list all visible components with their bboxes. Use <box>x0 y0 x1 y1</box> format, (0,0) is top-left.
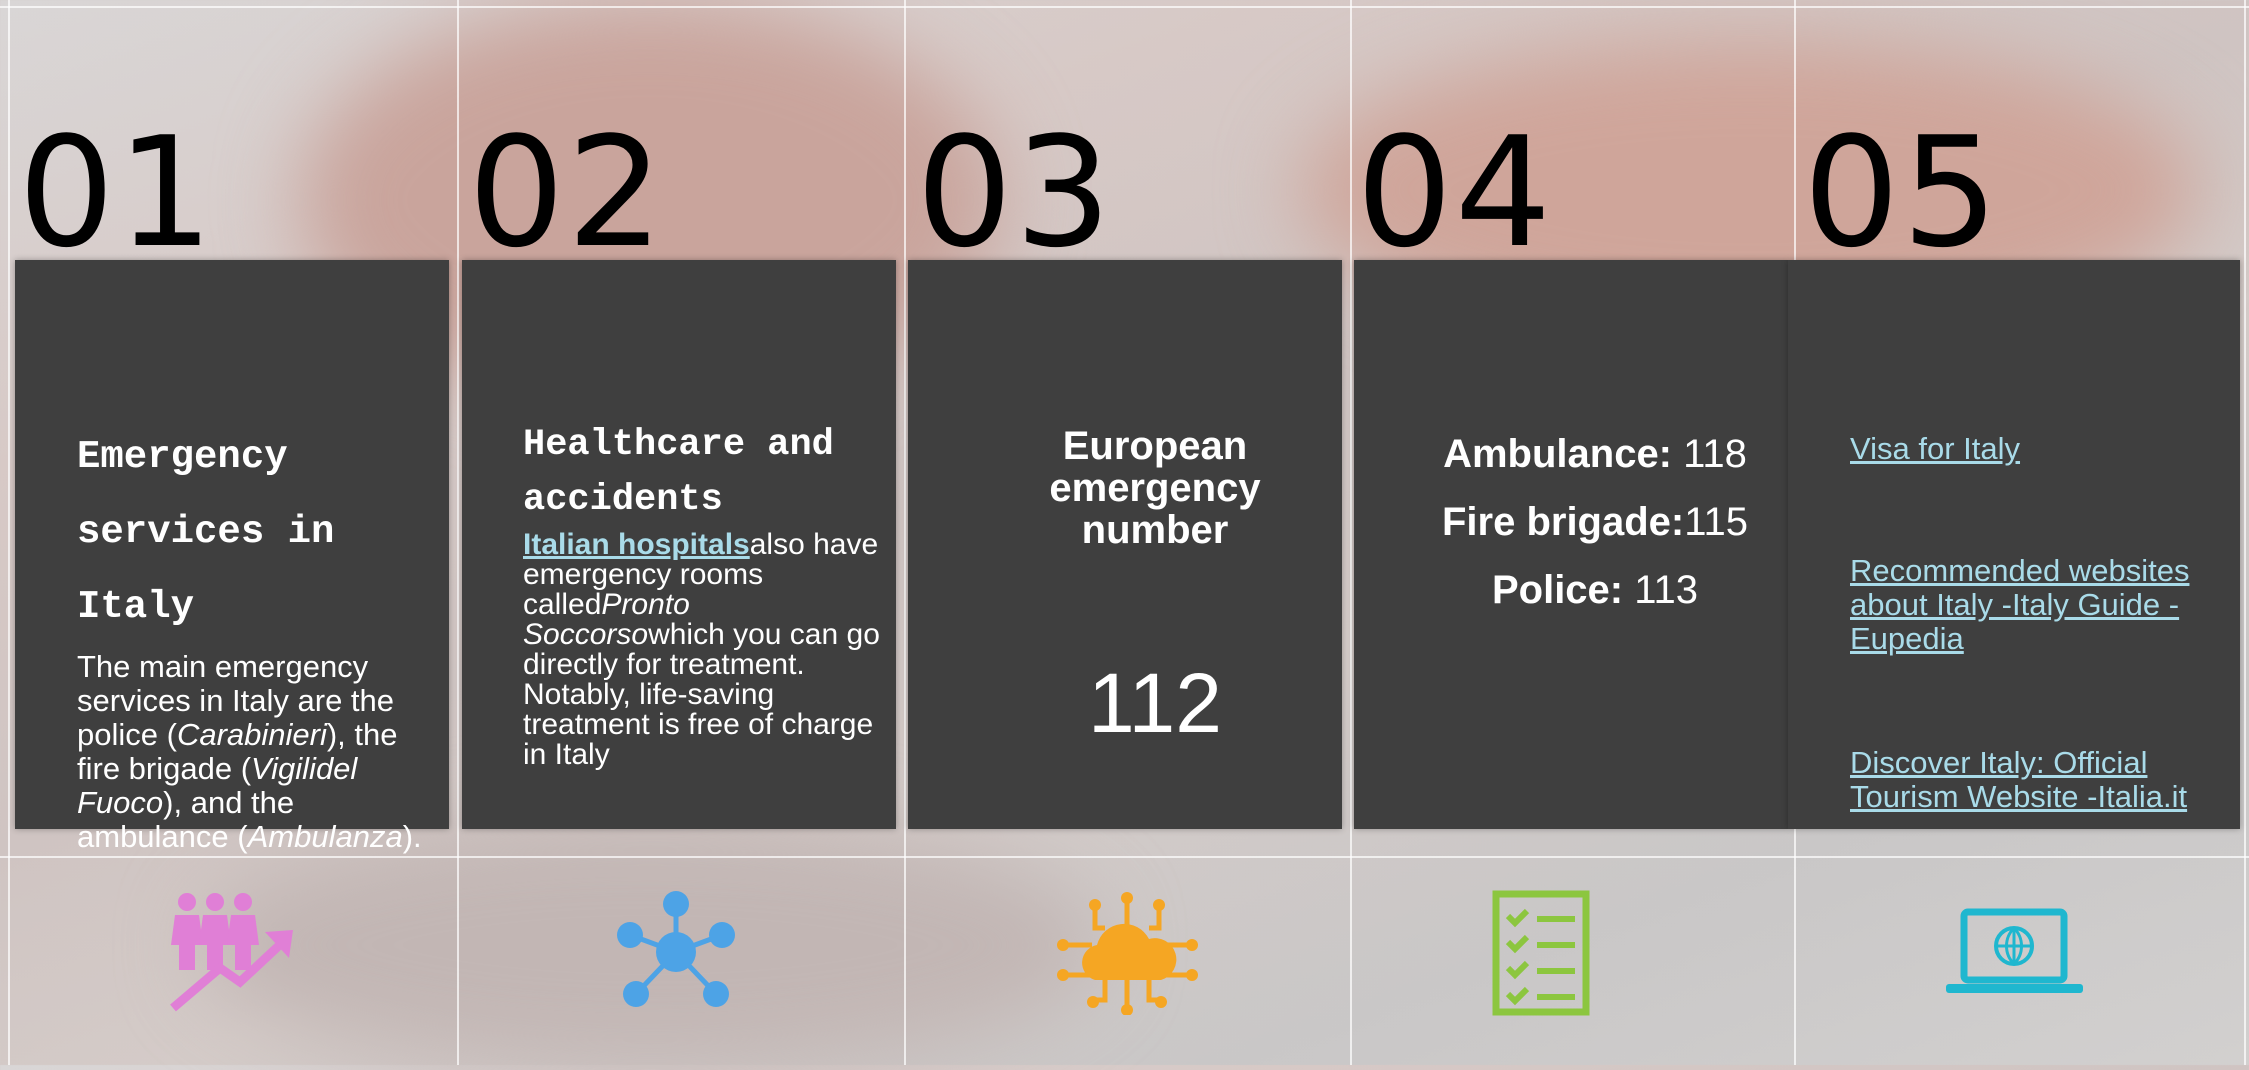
value: 118 <box>1683 432 1747 476</box>
step-number: 04 <box>1356 118 1553 268</box>
list-item: Ambulance: 118 <box>1360 420 1830 488</box>
laptop-icon <box>1942 890 2087 1000</box>
grid-line <box>904 0 906 1065</box>
emergency-number: 112 <box>980 655 1330 751</box>
value: 115 <box>1684 500 1748 544</box>
text: Carabinieri <box>177 717 327 752</box>
card-body: The main emergency services in Italy are… <box>77 650 427 854</box>
cloud-icon <box>1055 890 1200 1015</box>
number-list: Ambulance: 118 Fire brigade:115 Police: … <box>1360 420 1830 624</box>
list-item: Police: 113 <box>1360 556 1830 624</box>
grid-line <box>2244 0 2246 1065</box>
label: Fire brigade: <box>1442 500 1684 544</box>
link[interactable]: Italian hospitals <box>523 528 750 561</box>
grid-line <box>457 0 459 1065</box>
network-icon <box>614 890 739 1015</box>
label: Police: <box>1492 568 1623 612</box>
page: 01 02 03 04 05 Emergency services in Ita… <box>0 0 2249 1065</box>
link[interactable]: Recommended websites about Italy -Italy … <box>1850 554 2220 656</box>
grid-line <box>1350 0 1352 1065</box>
value: 113 <box>1634 568 1698 612</box>
list-item: Fire brigade:115 <box>1360 488 1830 556</box>
checklist-icon <box>1492 890 1592 1018</box>
grid-line <box>0 856 2249 858</box>
step-number: 05 <box>1803 118 2000 268</box>
step-number: 02 <box>468 118 665 268</box>
card <box>1788 260 2240 829</box>
link[interactable]: Discover Italy: Official Tourism Website… <box>1850 746 2220 814</box>
card-title: Healthcare and accidents <box>523 418 903 528</box>
people-growth-icon <box>165 890 300 1015</box>
card-title: European emergency number <box>980 425 1330 551</box>
grid-line <box>0 6 2249 8</box>
text: ). <box>403 819 422 854</box>
step-number: 03 <box>916 118 1113 268</box>
card-title: Emergency services in Italy <box>77 420 407 645</box>
text: Ambulanza <box>248 819 403 854</box>
grid-line <box>8 0 10 1065</box>
link[interactable]: Visa for Italy <box>1850 432 2220 466</box>
step-number: 01 <box>18 118 215 268</box>
card-body: Italian hospitalsalso have emergency roo… <box>523 530 888 770</box>
label: Ambulance: <box>1443 432 1672 476</box>
